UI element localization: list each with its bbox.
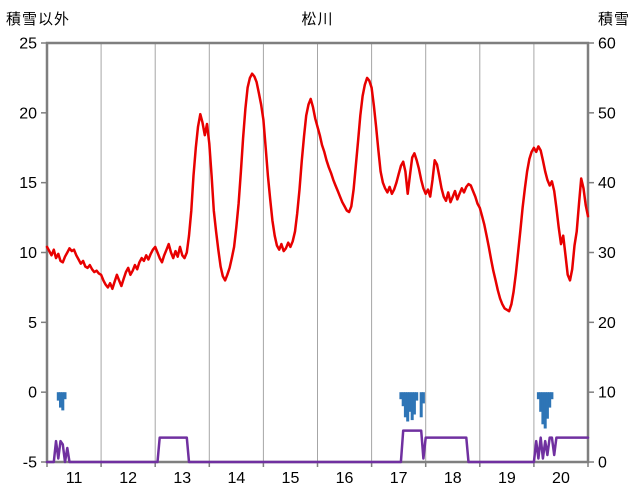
x-axis-day-label: 20	[552, 470, 570, 487]
rain-bar	[421, 392, 425, 404]
right-axis-tick-label: 10	[598, 385, 616, 402]
rain-bar	[548, 392, 552, 408]
rain-bar	[59, 392, 62, 408]
left-axis-tick-label: 10	[19, 245, 37, 262]
rain-bar	[539, 392, 543, 412]
rain-bar	[399, 392, 403, 400]
rain-bar	[550, 392, 554, 400]
left-axis-tick-label: 25	[19, 36, 37, 53]
rain-bar	[541, 392, 545, 425]
right-axis-tick-label: 50	[598, 105, 616, 122]
rain-bar	[63, 392, 67, 400]
right-axis-tick-label: 20	[598, 315, 616, 332]
rain-bar	[536, 392, 540, 400]
left-axis-tick-label: -5	[23, 455, 37, 472]
right-axis-tick-label: 0	[598, 455, 607, 472]
rain-bar	[406, 392, 410, 422]
rain-bar	[408, 392, 412, 412]
x-axis-day-label: 14	[227, 470, 245, 487]
x-axis-day-label: 12	[119, 470, 137, 487]
right-axis-tick-label: 30	[598, 245, 616, 262]
rain-bar	[56, 392, 60, 401]
rain-bar	[545, 392, 549, 419]
x-axis-day-label: 17	[390, 470, 408, 487]
left-axis-title: 積雪以外	[6, 11, 71, 28]
rain-bar	[412, 392, 416, 415]
x-axis-day-label: 16	[336, 470, 354, 487]
right-axis-title: 積雪	[597, 11, 630, 28]
rain-bar	[419, 392, 423, 418]
snow-depth-line	[45, 429, 590, 464]
rain-bar	[403, 392, 407, 418]
rain-bar	[410, 392, 414, 421]
left-axis-tick-label: 15	[19, 175, 37, 192]
x-axis-day-label: 18	[444, 470, 462, 487]
right-axis-tick-label: 60	[598, 36, 616, 53]
x-axis-day-label: 15	[282, 470, 300, 487]
rain-bar	[401, 392, 405, 407]
left-axis-tick-label: 20	[19, 105, 37, 122]
rain-bar	[415, 392, 419, 401]
rain-bar	[543, 392, 547, 429]
left-axis-tick-label: 0	[28, 385, 37, 402]
x-axis-day-label: 13	[173, 470, 191, 487]
right-axis-tick-label: 40	[598, 175, 616, 192]
x-axis-day-label: 11	[66, 470, 83, 487]
chart-title: 松川	[301, 11, 334, 28]
x-axis-day-label: 19	[498, 470, 516, 487]
temperature-line	[45, 72, 590, 313]
left-axis-tick-label: 5	[28, 315, 37, 332]
rain-bar	[61, 392, 65, 411]
